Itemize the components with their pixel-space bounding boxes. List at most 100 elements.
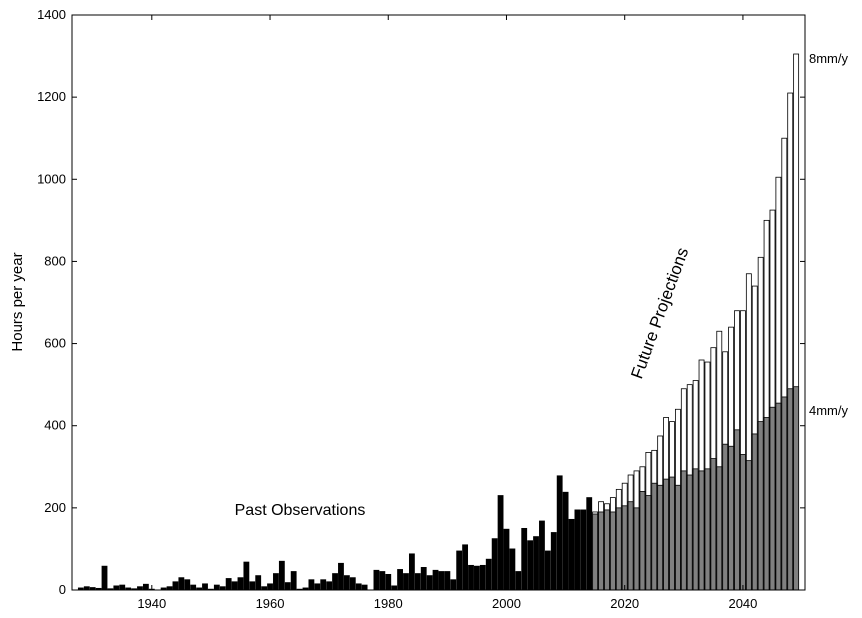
bar <box>515 571 522 591</box>
bar <box>734 429 740 591</box>
bar <box>273 573 279 591</box>
y-tick-label: 800 <box>44 253 66 268</box>
bar <box>769 406 776 591</box>
bar <box>225 578 232 591</box>
bar <box>278 560 285 591</box>
bar <box>497 495 504 591</box>
bar <box>320 579 327 591</box>
bar <box>781 396 788 591</box>
bar <box>669 476 675 591</box>
bar <box>793 386 800 591</box>
bar <box>704 468 711 591</box>
bar <box>438 571 445 591</box>
bar <box>544 550 551 591</box>
bar <box>474 565 480 591</box>
bar <box>651 482 658 591</box>
bar <box>444 571 451 591</box>
bar <box>550 532 557 591</box>
bar <box>113 585 120 591</box>
bar <box>213 584 220 591</box>
bar <box>332 573 338 591</box>
bar <box>426 575 433 591</box>
bar <box>414 573 421 591</box>
x-tick-label: 1960 <box>256 596 285 611</box>
bar <box>722 443 729 591</box>
bar <box>456 550 463 591</box>
bar <box>556 475 563 591</box>
bar <box>397 569 403 591</box>
y-tick-label: 1400 <box>37 7 66 22</box>
bar <box>450 579 457 591</box>
bar <box>326 581 333 591</box>
bar <box>485 558 492 591</box>
y-tick-label: 0 <box>59 582 66 597</box>
series-label: 4mm/y <box>809 403 849 418</box>
x-tick-label: 1980 <box>374 596 403 611</box>
bar <box>355 583 362 591</box>
bar <box>533 536 539 591</box>
bar <box>408 553 415 591</box>
bar <box>379 571 386 591</box>
bar <box>391 585 398 591</box>
y-tick-label: 600 <box>44 336 66 351</box>
bar <box>101 565 108 591</box>
bar <box>468 564 474 591</box>
x-tick-label: 2000 <box>492 596 521 611</box>
x-tick-label: 1940 <box>137 596 166 611</box>
bar <box>527 540 534 591</box>
bar <box>237 577 244 591</box>
bar <box>343 575 350 591</box>
bar <box>574 509 581 591</box>
bar <box>657 484 664 591</box>
bar <box>674 484 681 591</box>
bar <box>255 575 262 591</box>
bar <box>716 466 723 591</box>
bar <box>680 470 687 591</box>
bar <box>627 501 634 591</box>
bar <box>568 518 575 591</box>
bar <box>763 417 770 591</box>
bar <box>562 491 569 591</box>
bar <box>509 548 516 591</box>
y-tick-label: 400 <box>44 418 66 433</box>
bar <box>349 577 356 591</box>
bar <box>190 584 197 591</box>
bar <box>403 573 409 591</box>
bar <box>580 509 587 591</box>
series-label: Past Observations <box>235 502 366 519</box>
bar <box>184 579 191 591</box>
bar <box>521 527 528 591</box>
bar <box>728 445 735 591</box>
bar <box>775 402 782 591</box>
bar <box>178 577 185 591</box>
y-tick-label: 200 <box>44 500 66 515</box>
bar <box>686 474 693 591</box>
bar <box>462 544 469 591</box>
series-label: 8mm/y <box>809 51 849 66</box>
bar <box>645 495 652 591</box>
bar <box>539 520 545 591</box>
bar <box>757 421 764 591</box>
bar <box>740 454 746 591</box>
bar <box>119 584 126 591</box>
bar <box>142 583 149 591</box>
bar <box>202 583 208 591</box>
y-tick-label: 1200 <box>37 89 66 104</box>
bar <box>663 478 669 591</box>
bar <box>598 511 604 591</box>
bar <box>592 513 599 591</box>
bar <box>615 507 622 591</box>
bar <box>420 567 427 591</box>
bar <box>604 509 610 591</box>
bar <box>231 581 238 591</box>
bar <box>243 561 250 591</box>
bar <box>432 569 439 591</box>
y-axis-label: Hours per year <box>9 252 26 351</box>
bar <box>361 584 368 591</box>
bar <box>787 388 794 591</box>
bar <box>503 528 510 591</box>
bar <box>586 497 593 591</box>
bar <box>308 579 315 591</box>
x-tick-label: 2040 <box>728 596 757 611</box>
